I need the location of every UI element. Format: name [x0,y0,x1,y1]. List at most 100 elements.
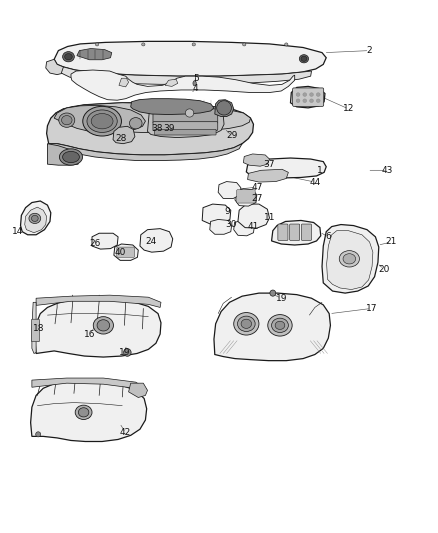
Ellipse shape [130,118,142,129]
Polygon shape [47,144,242,160]
Ellipse shape [217,101,231,115]
Text: 16: 16 [84,329,95,338]
Text: 19: 19 [119,348,130,357]
Text: 44: 44 [309,177,321,187]
Text: 9: 9 [225,207,230,216]
Text: 6: 6 [325,232,331,241]
Polygon shape [129,383,148,398]
Ellipse shape [87,110,117,132]
Ellipse shape [29,213,41,223]
Polygon shape [290,86,325,108]
Polygon shape [32,302,36,353]
Ellipse shape [78,408,89,417]
Ellipse shape [193,81,196,86]
Ellipse shape [303,99,307,102]
Ellipse shape [59,113,75,127]
Polygon shape [46,103,254,155]
Text: 18: 18 [33,325,45,334]
Polygon shape [247,169,288,182]
Text: 47: 47 [251,183,262,192]
Text: 27: 27 [251,195,262,204]
Ellipse shape [141,43,145,46]
Text: 42: 42 [120,429,131,437]
Text: 28: 28 [116,134,127,143]
Ellipse shape [97,320,110,331]
Text: 37: 37 [264,160,275,168]
Ellipse shape [32,215,38,222]
Polygon shape [234,221,254,236]
Ellipse shape [268,314,292,336]
Ellipse shape [299,55,308,63]
Text: 14: 14 [12,227,24,236]
Polygon shape [215,100,234,117]
Ellipse shape [61,116,72,125]
Polygon shape [77,49,112,60]
FancyBboxPatch shape [153,109,218,123]
Ellipse shape [234,312,259,335]
Ellipse shape [35,432,41,437]
FancyBboxPatch shape [278,224,288,240]
Ellipse shape [296,93,300,96]
Polygon shape [114,244,138,260]
Polygon shape [272,221,321,245]
Ellipse shape [241,319,251,328]
Ellipse shape [343,254,356,264]
Polygon shape [113,126,135,144]
Polygon shape [131,99,214,115]
Ellipse shape [65,54,72,60]
Polygon shape [235,189,257,206]
FancyBboxPatch shape [290,224,300,240]
Ellipse shape [95,43,99,46]
Text: 24: 24 [145,237,156,246]
Polygon shape [46,59,64,75]
Polygon shape [47,144,78,165]
Polygon shape [165,79,178,86]
Text: 26: 26 [89,239,101,248]
Text: 19: 19 [276,294,287,303]
Ellipse shape [63,151,79,163]
Text: 4: 4 [193,84,199,93]
Text: 43: 43 [381,166,393,175]
Ellipse shape [120,248,131,256]
Text: 41: 41 [248,222,259,231]
Text: 39: 39 [164,124,175,133]
Polygon shape [35,298,161,357]
Ellipse shape [91,114,113,129]
Polygon shape [322,224,379,293]
FancyBboxPatch shape [153,122,218,131]
FancyBboxPatch shape [32,319,39,342]
Polygon shape [218,182,241,198]
Ellipse shape [301,56,307,61]
Text: 1: 1 [317,166,323,175]
Text: 40: 40 [114,248,126,257]
Polygon shape [54,42,326,76]
Polygon shape [71,70,295,100]
Polygon shape [31,381,147,441]
Polygon shape [246,158,326,178]
Polygon shape [119,78,129,87]
Polygon shape [327,231,373,289]
Polygon shape [25,207,46,233]
Ellipse shape [63,52,74,62]
FancyBboxPatch shape [117,247,134,257]
Polygon shape [244,154,269,166]
Ellipse shape [93,317,113,334]
Text: 21: 21 [386,237,397,246]
Ellipse shape [275,321,285,329]
Ellipse shape [272,318,288,333]
Polygon shape [148,106,224,138]
Ellipse shape [310,99,314,102]
FancyBboxPatch shape [301,224,311,240]
Ellipse shape [243,43,246,46]
Text: 11: 11 [264,213,275,222]
Text: 30: 30 [225,220,237,229]
Polygon shape [210,220,232,235]
Ellipse shape [237,316,255,332]
Ellipse shape [192,43,195,46]
Ellipse shape [285,43,288,46]
Polygon shape [202,204,231,224]
Polygon shape [92,233,118,249]
Text: 17: 17 [365,304,377,313]
Polygon shape [140,229,173,252]
Polygon shape [36,295,161,308]
